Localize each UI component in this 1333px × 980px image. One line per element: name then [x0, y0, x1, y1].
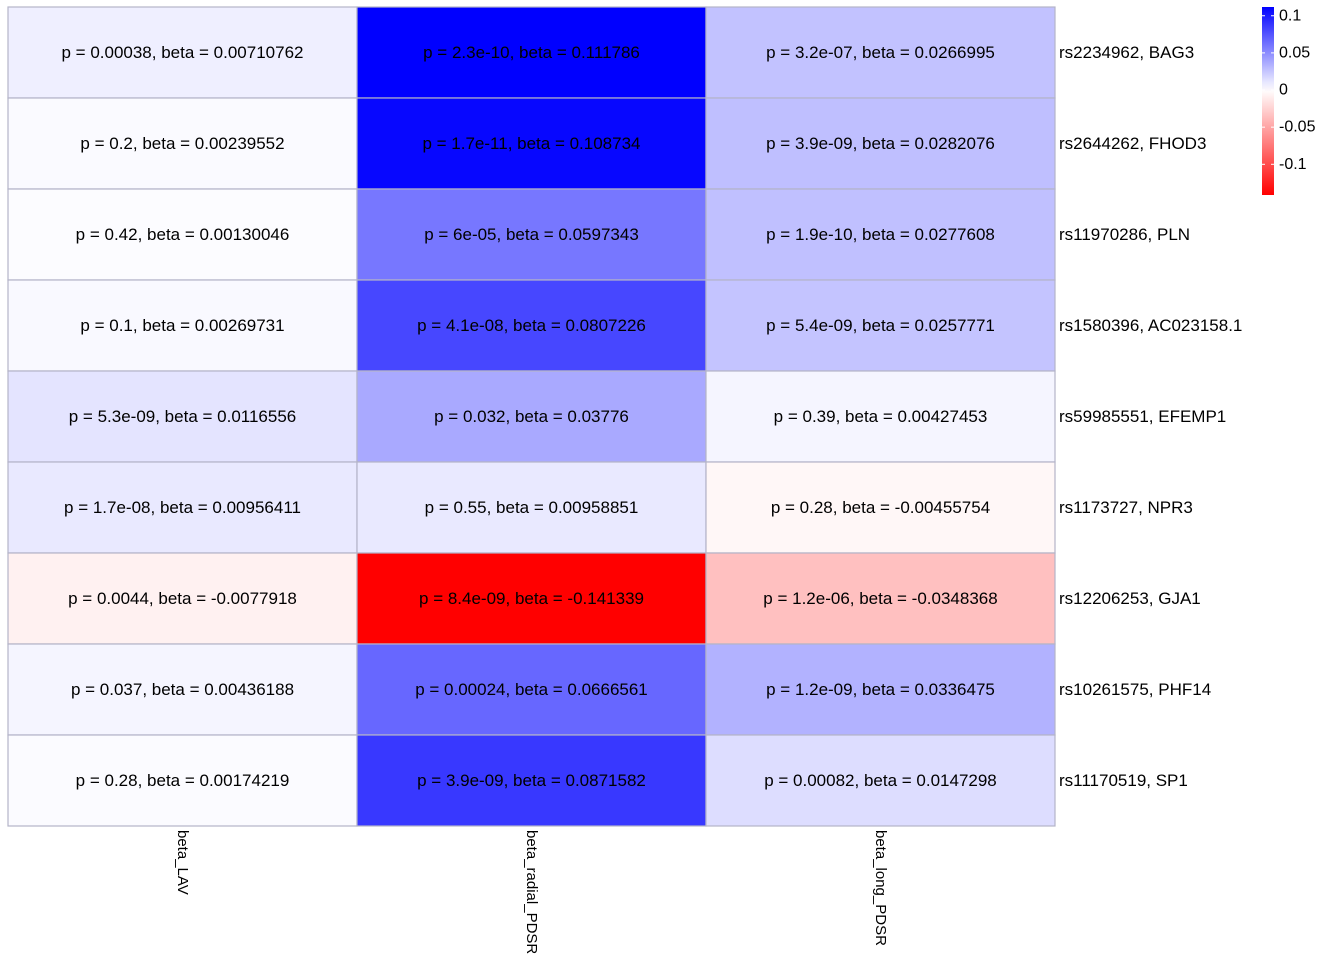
heatmap-cell	[356, 461, 707, 554]
row-label: rs11170519, SP1	[1059, 771, 1188, 790]
column-label: beta_LAV	[174, 830, 191, 895]
cell-value-label: p = 3.9e-09, beta = 0.0871582	[417, 771, 646, 790]
cell-value-label: p = 0.2, beta = 0.00239552	[80, 134, 284, 153]
cell-value-label: p = 0.42, beta = 0.00130046	[76, 225, 290, 244]
cell-value-label: p = 0.28, beta = 0.00174219	[76, 771, 290, 790]
cell-value-label: p = 0.00024, beta = 0.0666561	[415, 680, 648, 699]
cell-value-label: p = 3.9e-09, beta = 0.0282076	[766, 134, 995, 153]
cell-value-label: p = 0.1, beta = 0.00269731	[80, 316, 284, 335]
cell-value-label: p = 0.00038, beta = 0.00710762	[61, 43, 303, 62]
heatmap-cell	[356, 97, 707, 190]
heatmap-cell	[705, 279, 1056, 372]
cell-value-label: p = 0.55, beta = 0.00958851	[425, 498, 639, 517]
heatmap-cell-labels: p = 0.00038, beta = 0.00710762 p = 2.3e-1…	[61, 43, 997, 790]
heatmap-cell	[7, 643, 358, 736]
heatmap-cell	[356, 552, 707, 645]
legend-tick-label: 0	[1279, 82, 1288, 99]
cell-value-label: p = 0.037, beta = 0.00436188	[71, 680, 294, 699]
row-label: rs2234962, BAG3	[1059, 43, 1194, 62]
cell-value-label: p = 0.0044, beta = -0.0077918	[68, 589, 297, 608]
cell-value-label: p = 8.4e-09, beta = -0.141339	[419, 589, 644, 608]
row-label: rs1173727, NPR3	[1059, 498, 1193, 517]
row-labels: rs2234962, BAG3 rs2644262, FHOD3 rs1197028…	[1059, 43, 1242, 790]
heatmap-cell	[705, 6, 1056, 99]
cell-value-label: p = 3.2e-07, beta = 0.0266995	[766, 43, 995, 62]
heatmap-cell	[705, 97, 1056, 190]
cell-value-label: p = 1.2e-09, beta = 0.0336475	[766, 680, 995, 699]
heatmap-cells	[7, 6, 1056, 827]
heatmap-cell	[705, 370, 1056, 463]
column-label: beta_radial_PDSR	[523, 830, 540, 954]
heatmap-cell	[705, 552, 1056, 645]
legend-tick-label: 0.1	[1279, 7, 1301, 24]
row-label: rs1580396, AC023158.1	[1059, 316, 1242, 335]
cell-value-label: p = 5.4e-09, beta = 0.0257771	[766, 316, 995, 335]
cell-value-label: p = 0.00082, beta = 0.0147298	[764, 771, 997, 790]
heatmap-cell	[7, 734, 358, 827]
row-label: rs11970286, PLN	[1059, 225, 1190, 244]
cell-value-label: p = 1.7e-08, beta = 0.00956411	[64, 498, 301, 517]
legend-tick-label: -0.1	[1279, 156, 1307, 173]
heatmap-cell	[7, 370, 358, 463]
heatmap-cell	[7, 461, 358, 554]
row-label: rs10261575, PHF14	[1059, 680, 1211, 699]
cell-value-label: p = 1.2e-06, beta = -0.0348368	[763, 589, 997, 608]
cell-value-label: p = 5.3e-09, beta = 0.0116556	[69, 407, 297, 426]
cell-value-label: p = 6e-05, beta = 0.0597343	[424, 225, 639, 244]
heatmap-cell	[356, 370, 707, 463]
cell-value-label: p = 0.39, beta = 0.00427453	[774, 407, 988, 426]
cell-value-label: p = 1.7e-11, beta = 0.108734	[422, 134, 640, 153]
cell-value-label: p = 0.28, beta = -0.00455754	[771, 498, 990, 517]
heatmap-cell	[705, 461, 1056, 554]
row-label: rs12206253, GJA1	[1059, 589, 1201, 608]
heatmap-cell	[356, 6, 707, 99]
cell-value-label: p = 2.3e-10, beta = 0.111786	[423, 43, 640, 62]
legend-color-bar	[1262, 7, 1274, 195]
heatmap-cell	[356, 188, 707, 281]
legend-tick-label: 0.05	[1279, 44, 1310, 61]
cell-value-label: p = 0.032, beta = 0.03776	[434, 407, 629, 426]
heatmap-cell	[705, 643, 1056, 736]
row-label: rs2644262, FHOD3	[1059, 134, 1206, 153]
heatmap-cell	[705, 734, 1056, 827]
cell-value-label: p = 4.1e-08, beta = 0.0807226	[417, 316, 646, 335]
heatmap-cell	[7, 552, 358, 645]
heatmap-cell	[7, 97, 358, 190]
legend-tick-label: -0.05	[1279, 119, 1316, 136]
heatmap-cell	[7, 279, 358, 372]
column-label: beta_long_PDSR	[872, 830, 889, 946]
column-labels: beta_LAV beta_radial_PDSR beta_long_PDSR	[174, 830, 889, 954]
heatmap-cell	[7, 6, 358, 99]
heatmap-cell	[356, 643, 707, 736]
cell-value-label: p = 1.9e-10, beta = 0.0277608	[766, 225, 995, 244]
row-label: rs59985551, EFEMP1	[1059, 407, 1226, 426]
color-legend: 0.1 0.05 0 -0.05 -0.1	[1262, 7, 1316, 195]
